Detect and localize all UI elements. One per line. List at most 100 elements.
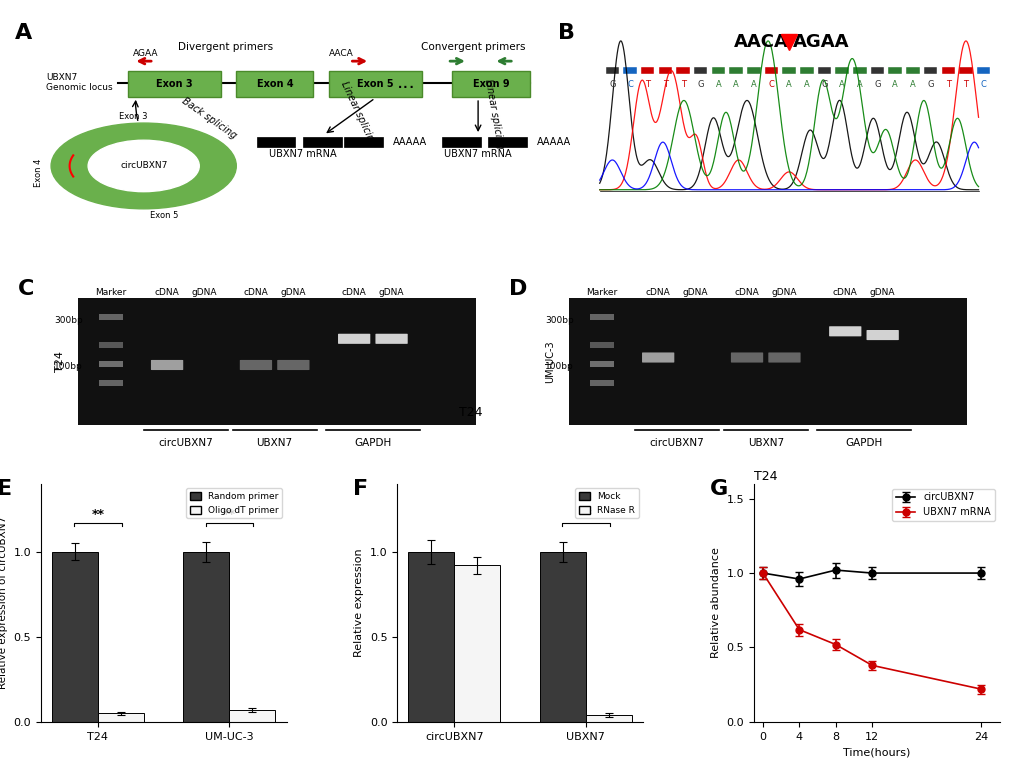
Text: Exon 4: Exon 4 [257, 79, 292, 89]
FancyBboxPatch shape [590, 361, 613, 367]
Text: A: A [803, 81, 809, 89]
FancyBboxPatch shape [337, 334, 370, 344]
Circle shape [88, 141, 199, 192]
Text: Exon 9: Exon 9 [472, 79, 508, 89]
Text: cDNA: cDNA [244, 287, 268, 296]
Text: T: T [945, 81, 950, 89]
X-axis label: Time(hours): Time(hours) [842, 747, 910, 757]
Text: UBXN7 mRNA: UBXN7 mRNA [269, 149, 336, 159]
Text: AACA: AACA [328, 49, 354, 58]
Text: cDNA: cDNA [341, 287, 366, 296]
Y-axis label: Relative abundance: Relative abundance [710, 548, 720, 658]
FancyBboxPatch shape [488, 137, 527, 147]
Text: Linear splicing: Linear splicing [339, 79, 378, 147]
Text: **: ** [92, 508, 104, 521]
Legend: Random primer, Oligo dT primer: Random primer, Oligo dT primer [186, 488, 282, 518]
FancyBboxPatch shape [764, 67, 777, 74]
Text: 300bp: 300bp [54, 316, 83, 325]
FancyBboxPatch shape [729, 67, 742, 74]
Text: T24: T24 [54, 351, 64, 372]
Text: Back splicing: Back splicing [179, 96, 237, 141]
Text: A: A [786, 81, 791, 89]
Text: C: C [979, 81, 985, 89]
Text: UBXN7
Genomic locus: UBXN7 Genomic locus [46, 73, 112, 92]
Text: C: C [627, 81, 633, 89]
FancyBboxPatch shape [99, 343, 122, 348]
Text: 100bp: 100bp [545, 362, 574, 372]
Text: Exon 5: Exon 5 [150, 211, 178, 220]
FancyBboxPatch shape [239, 360, 272, 370]
Text: T: T [662, 81, 667, 89]
FancyBboxPatch shape [852, 67, 866, 74]
FancyBboxPatch shape [870, 67, 883, 74]
Text: circUBXN7: circUBXN7 [649, 438, 703, 448]
FancyBboxPatch shape [257, 137, 296, 147]
Text: C: C [767, 81, 773, 89]
Text: AAAAA: AAAAA [393, 137, 427, 147]
Text: T: T [680, 81, 685, 89]
Bar [52, 551, 98, 722]
Text: **: ** [223, 508, 235, 521]
FancyBboxPatch shape [676, 67, 689, 74]
FancyBboxPatch shape [375, 334, 408, 344]
FancyBboxPatch shape [590, 314, 613, 320]
Text: **: ** [579, 508, 592, 521]
Text: Marker: Marker [586, 287, 618, 296]
Bar [98, 713, 144, 722]
FancyBboxPatch shape [605, 67, 619, 74]
Text: A: A [15, 23, 33, 43]
Text: G: G [820, 81, 827, 89]
Text: UBXN7: UBXN7 [257, 438, 292, 448]
Text: UM-UC-3: UM-UC-3 [545, 340, 555, 382]
Text: T24: T24 [753, 469, 776, 482]
FancyBboxPatch shape [693, 67, 707, 74]
Text: Exon 3: Exon 3 [156, 79, 193, 89]
FancyBboxPatch shape [746, 67, 760, 74]
FancyBboxPatch shape [452, 71, 529, 97]
Text: F: F [353, 479, 368, 499]
Text: cDNA: cDNA [833, 287, 857, 296]
Legend: Mock, RNase R: Mock, RNase R [575, 488, 638, 518]
Text: UBXN7 mRNA: UBXN7 mRNA [444, 149, 512, 159]
Text: cDNA: cDNA [155, 287, 179, 296]
FancyBboxPatch shape [641, 353, 674, 362]
Text: G: G [608, 81, 615, 89]
FancyBboxPatch shape [236, 71, 313, 97]
Text: A: A [892, 81, 897, 89]
Text: A: A [856, 81, 862, 89]
FancyBboxPatch shape [344, 137, 382, 147]
Text: UBXN7: UBXN7 [747, 438, 783, 448]
Text: 300bp: 300bp [545, 316, 574, 325]
Text: circUBXN7: circUBXN7 [120, 161, 167, 170]
Text: Marker: Marker [95, 287, 126, 296]
Text: E: E [0, 479, 11, 499]
FancyBboxPatch shape [441, 137, 480, 147]
FancyBboxPatch shape [767, 353, 800, 362]
Text: Divergent primers: Divergent primers [178, 42, 273, 52]
FancyBboxPatch shape [828, 326, 861, 336]
FancyBboxPatch shape [888, 67, 901, 74]
FancyBboxPatch shape [277, 360, 309, 370]
FancyBboxPatch shape [590, 379, 613, 386]
Bar [454, 565, 500, 722]
Text: Linear splicing: Linear splicing [483, 78, 504, 149]
Text: D: D [508, 279, 527, 299]
Text: AAAAA: AAAAA [537, 137, 571, 147]
Text: GAPDH: GAPDH [845, 438, 881, 448]
FancyBboxPatch shape [623, 67, 636, 74]
FancyBboxPatch shape [303, 137, 341, 147]
Text: AACA: AACA [734, 33, 789, 51]
Text: ...: ... [396, 73, 415, 92]
Text: gDNA: gDNA [280, 287, 306, 296]
Text: A: A [909, 81, 915, 89]
FancyBboxPatch shape [569, 298, 966, 425]
Text: Exon 3: Exon 3 [119, 111, 148, 121]
Text: 100bp: 100bp [54, 362, 83, 372]
Text: gDNA: gDNA [682, 287, 707, 296]
Text: A: A [750, 81, 756, 89]
Text: G: G [697, 81, 703, 89]
Text: T: T [963, 81, 967, 89]
Text: T24: T24 [459, 406, 482, 419]
FancyBboxPatch shape [905, 67, 919, 74]
Text: circUBXN7: circUBXN7 [158, 438, 213, 448]
